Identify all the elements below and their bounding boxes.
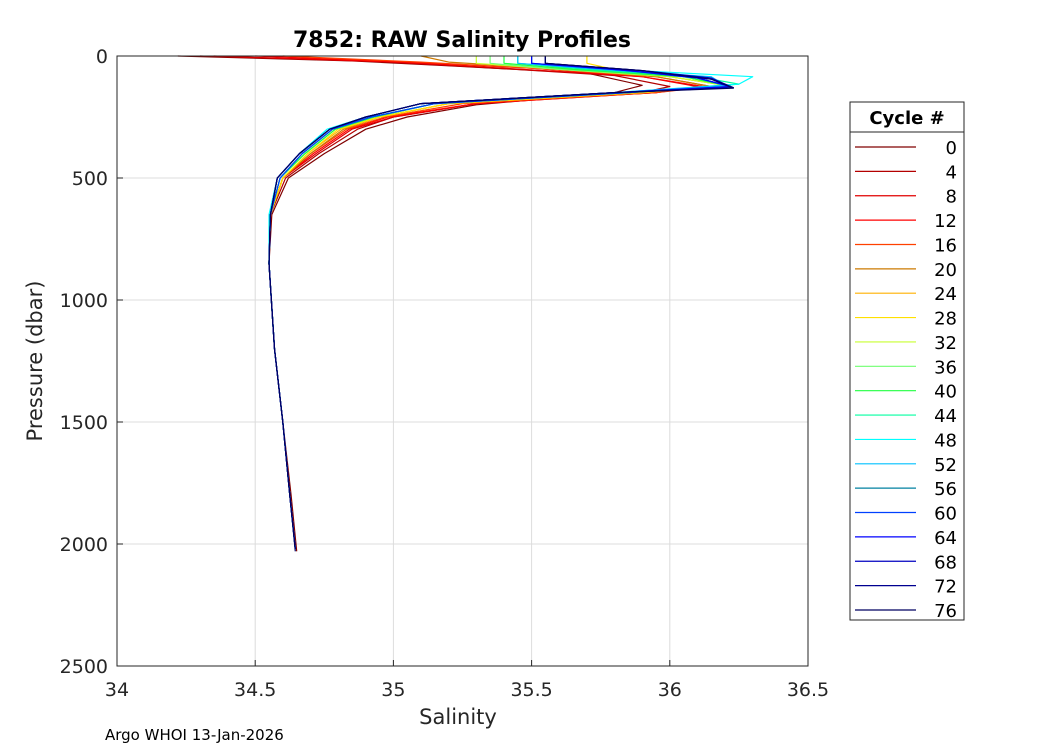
legend-label: 24 <box>934 284 957 305</box>
legend-label: 76 <box>934 601 957 622</box>
legend-label: 32 <box>934 333 957 354</box>
x-tick-label: 35 <box>381 679 405 701</box>
legend-label: 0 <box>946 138 957 159</box>
legend-label: 44 <box>934 406 957 427</box>
x-tick-label: 36.5 <box>787 679 829 701</box>
legend-label: 68 <box>934 552 957 573</box>
y-tick-label: 2500 <box>60 656 108 678</box>
footer-credit: Argo WHOI 13-Jan-2026 <box>105 726 284 744</box>
legend-label: 48 <box>934 430 957 451</box>
x-tick-label: 35.5 <box>510 679 552 701</box>
legend-label: 4 <box>946 162 957 183</box>
legend-label: 64 <box>934 528 957 549</box>
legend: Cycle # 04812162024283236404448525660646… <box>849 101 965 622</box>
legend-title: Cycle # <box>869 108 944 129</box>
legend-label: 12 <box>934 211 957 232</box>
x-axis-label: Salinity <box>419 705 497 729</box>
x-tick-label: 34.5 <box>234 679 276 701</box>
plot-area <box>117 56 808 666</box>
x-tick-label: 34 <box>105 679 129 701</box>
plot-frame <box>116 55 809 667</box>
x-tick-label: 36 <box>658 679 682 701</box>
legend-box <box>849 101 965 621</box>
legend-label: 28 <box>934 309 957 330</box>
y-tick-label: 1000 <box>60 290 108 312</box>
ticks: 34 34.5 35 35.5 36 36.5 0 500 1000 1500 2000 2500 <box>60 46 830 701</box>
y-axis-label: Pressure (dbar) <box>23 281 47 442</box>
profile-line-cycle-76 <box>268 56 735 552</box>
chart-title: 7852: RAW Salinity Profiles <box>293 28 631 53</box>
y-tick-label: 500 <box>72 168 108 190</box>
y-tick-label: 2000 <box>60 534 108 556</box>
legend-label: 8 <box>946 187 957 208</box>
legend-label: 36 <box>934 357 957 378</box>
series-layer <box>177 55 754 552</box>
legend-label: 20 <box>934 260 957 281</box>
legend-label: 16 <box>934 235 957 256</box>
legend-label: 60 <box>934 504 957 525</box>
legend-label: 52 <box>934 455 957 476</box>
y-tick-label: 0 <box>96 46 108 68</box>
legend-label: 72 <box>934 577 957 598</box>
legend-label: 40 <box>934 382 957 403</box>
grid <box>116 55 809 667</box>
legend-label: 56 <box>934 479 957 500</box>
y-tick-label: 1500 <box>60 412 108 434</box>
